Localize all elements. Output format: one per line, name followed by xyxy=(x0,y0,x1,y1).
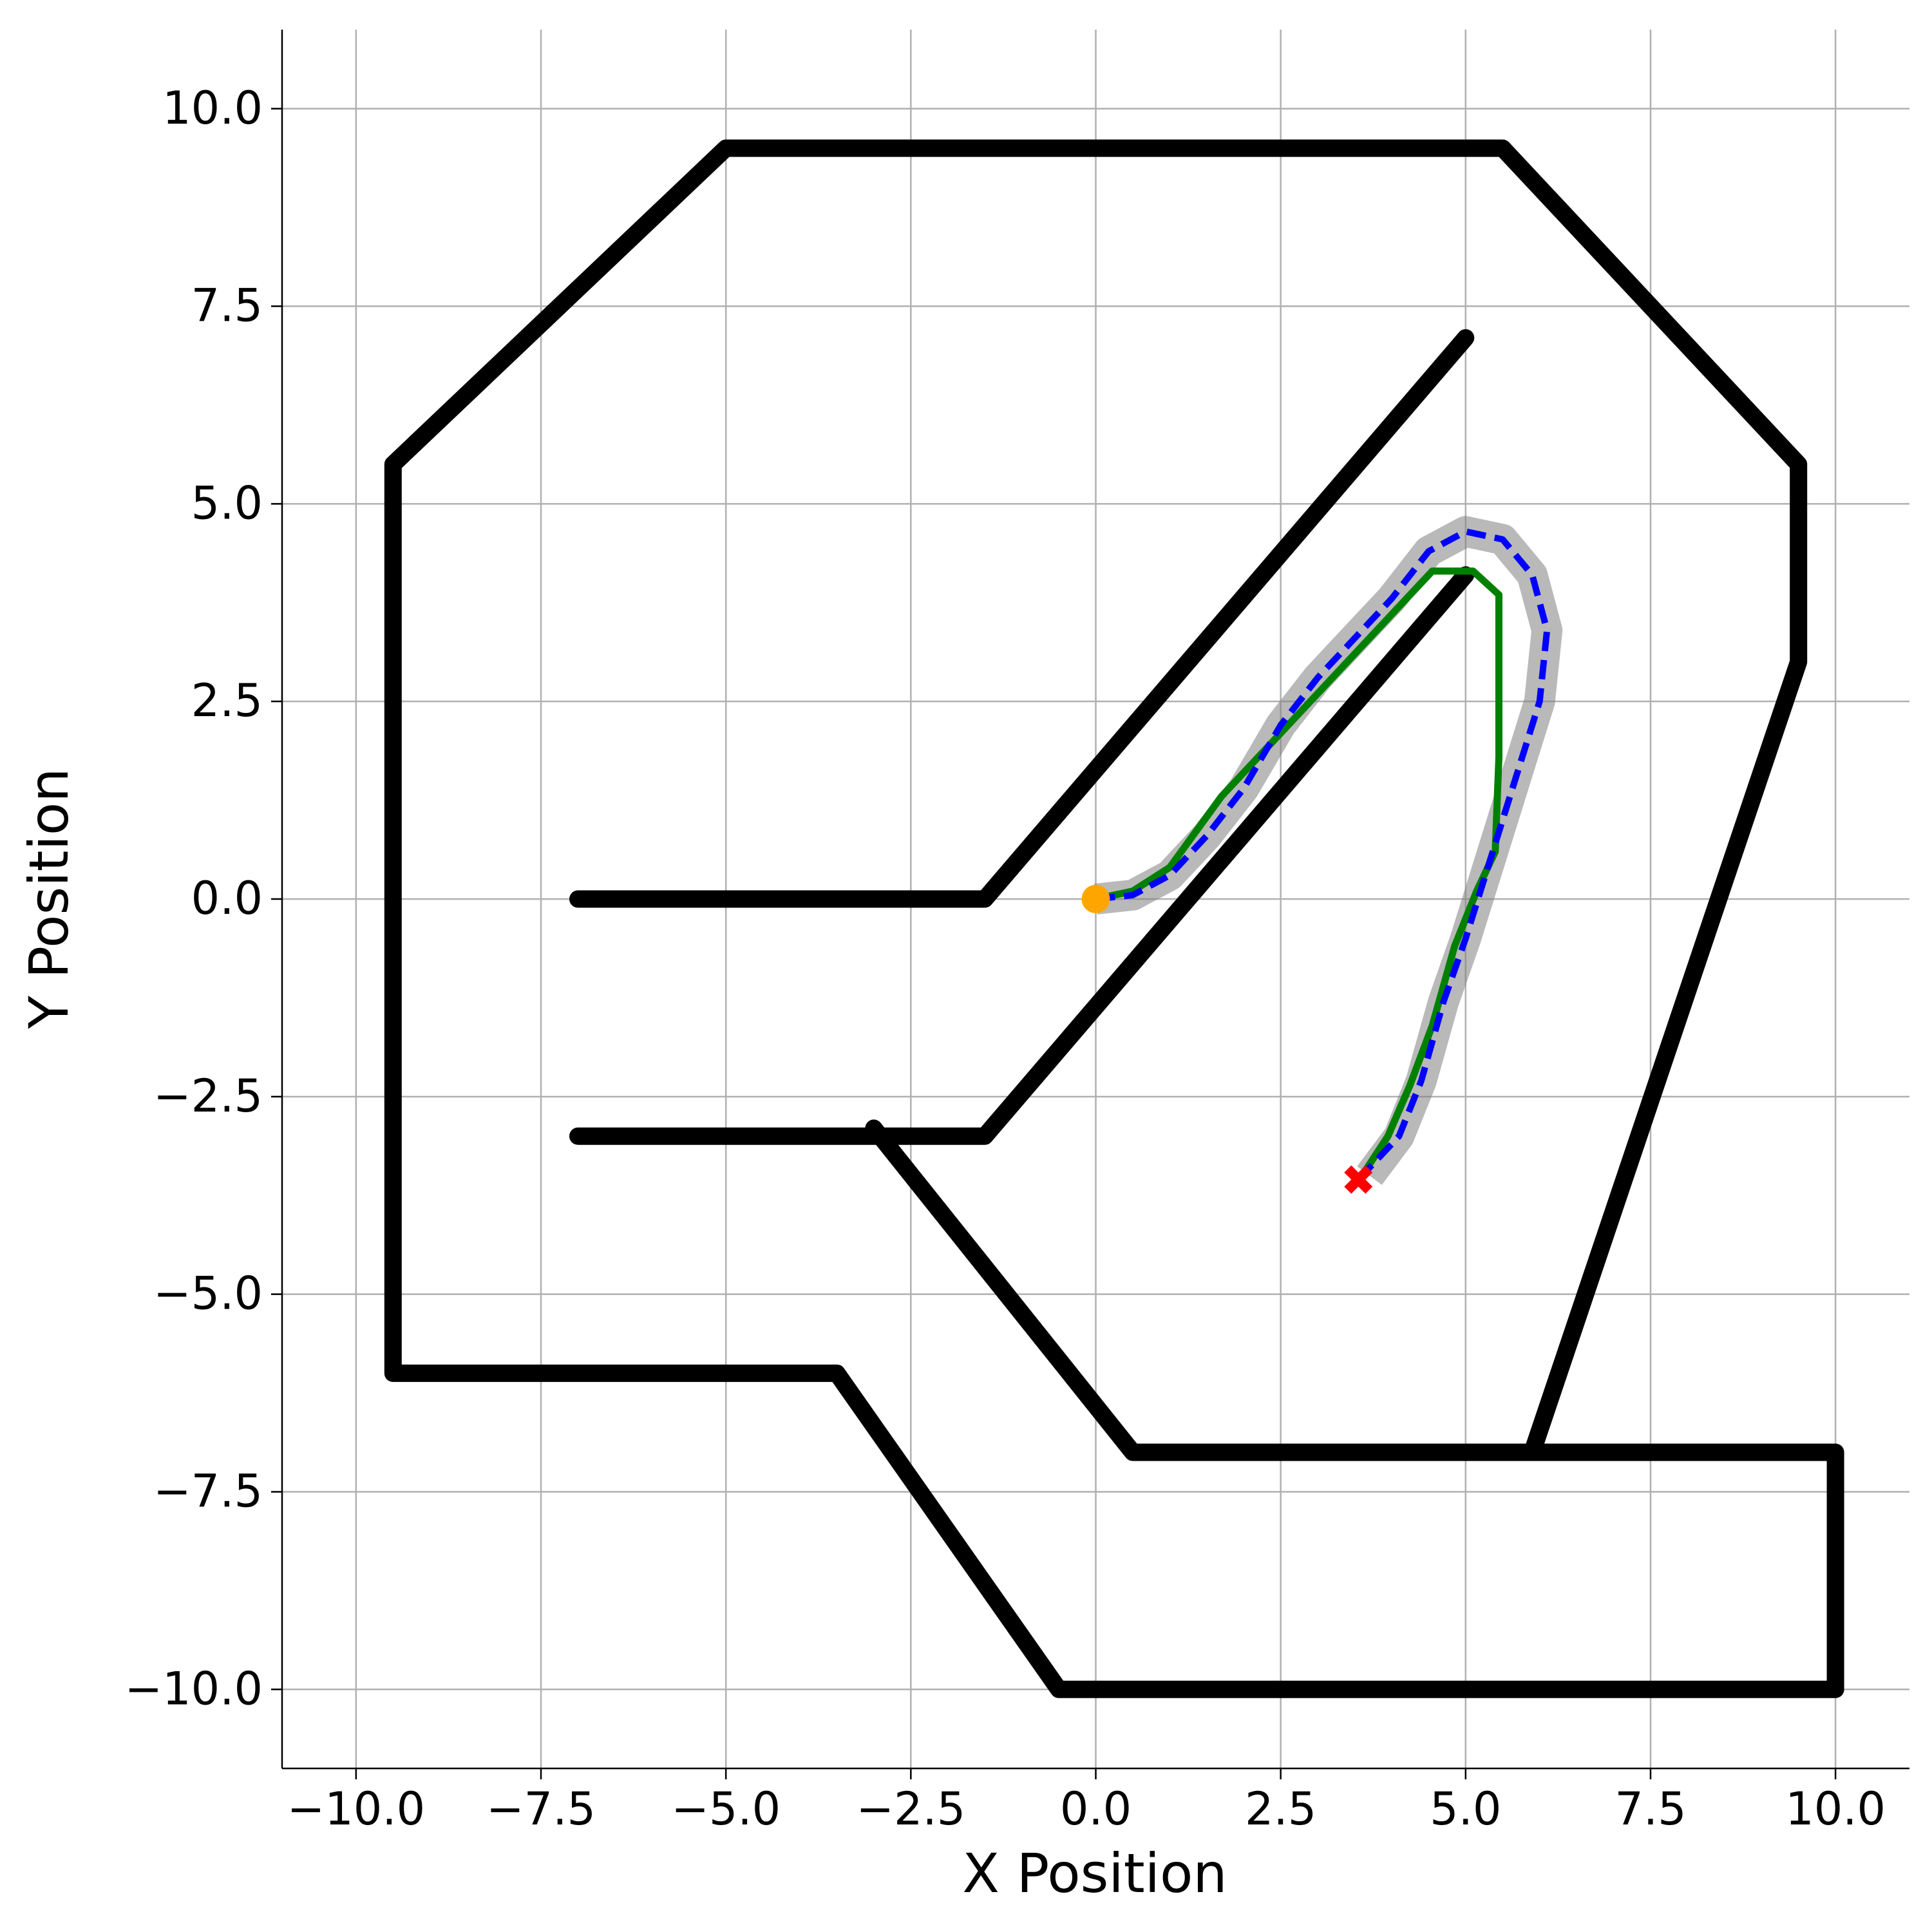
x-tick-label: −2.5 xyxy=(856,1783,965,1835)
y-tick-label: −5.0 xyxy=(153,1267,263,1320)
y-tick-label: 5.0 xyxy=(191,477,263,529)
x-tick-label: 0.0 xyxy=(1060,1783,1132,1835)
end-marker xyxy=(1344,1165,1373,1194)
x-tick-label: −5.0 xyxy=(671,1783,781,1835)
y-tick-label: −7.5 xyxy=(153,1464,263,1517)
x-tick-label: 2.5 xyxy=(1245,1783,1316,1835)
y-tick-label: 2.5 xyxy=(191,674,263,727)
start-marker xyxy=(1081,885,1110,913)
x-tick-label: 7.5 xyxy=(1615,1783,1686,1835)
actual-path xyxy=(1095,567,1502,1178)
y-tick-label: −2.5 xyxy=(153,1070,263,1122)
y-tick-label: 0.0 xyxy=(191,872,263,925)
x-tick-label: 5.0 xyxy=(1430,1783,1501,1835)
y-tick-label: −10.0 xyxy=(124,1662,263,1715)
x-tick-label: −7.5 xyxy=(486,1783,596,1835)
y-tick-label: 7.5 xyxy=(191,279,263,332)
sample-band xyxy=(1094,516,1563,1185)
x-axis-label: X Position xyxy=(962,1842,1227,1905)
x-tick-label: 10.0 xyxy=(1785,1783,1886,1835)
x-tick-label: −10.0 xyxy=(287,1783,426,1835)
y-axis-label: Y Position xyxy=(17,768,80,1029)
reference-path xyxy=(1095,528,1551,1178)
y-tick-label: 10.0 xyxy=(162,82,263,135)
wall xyxy=(384,139,1844,1698)
